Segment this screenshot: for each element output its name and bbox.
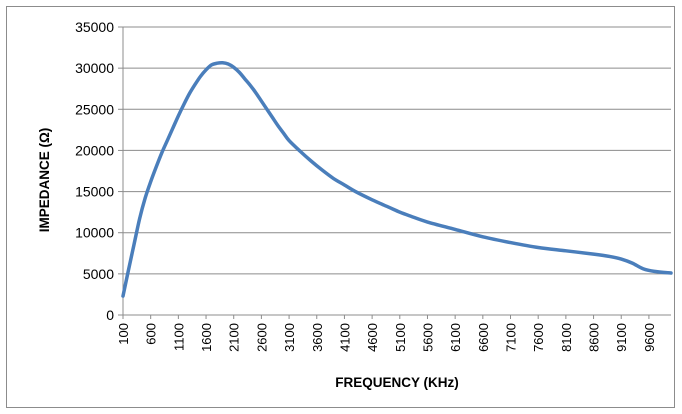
y-tick-label-6: 30000 bbox=[75, 60, 114, 76]
y-tick-label-1: 5000 bbox=[83, 266, 114, 282]
series-layer bbox=[121, 61, 673, 298]
x-tick-label-13: 6600 bbox=[476, 323, 491, 352]
y-tick-label-7: 35000 bbox=[75, 19, 114, 35]
x-tick-label-10: 5100 bbox=[393, 323, 408, 352]
x-tick-label-5: 2600 bbox=[254, 323, 269, 352]
y-tick-label-4: 20000 bbox=[75, 142, 114, 158]
y-tick-label-0: 0 bbox=[106, 307, 114, 323]
x-tick-label-19: 9600 bbox=[642, 323, 657, 352]
y-tick-label-2: 10000 bbox=[75, 225, 114, 241]
gridlines bbox=[123, 26, 671, 275]
x-tick-label-12: 6100 bbox=[448, 323, 463, 352]
x-tick-label-2: 1100 bbox=[171, 323, 186, 351]
x-tick-label-8: 4100 bbox=[337, 323, 352, 352]
x-tick-label-3: 1600 bbox=[199, 323, 214, 352]
y-axis-ticks: 0 5000 10000 15000 20000 25000 30000 35000 bbox=[75, 19, 114, 323]
chart-frame bbox=[6, 6, 675, 408]
x-tick-label-0: 100 bbox=[116, 323, 131, 345]
x-tick-label-15: 7600 bbox=[531, 323, 546, 352]
x-axis-title: FREQUENCY (KHz) bbox=[335, 375, 459, 390]
x-tick-label-4: 2100 bbox=[227, 323, 242, 352]
x-tick-label-17: 8600 bbox=[587, 323, 602, 352]
x-tick-label-9: 4600 bbox=[365, 323, 380, 352]
y-axis-title: IMPEDANCE (Ω) bbox=[37, 128, 52, 233]
x-tick-label-6: 3100 bbox=[282, 323, 297, 352]
x-tick-label-18: 9100 bbox=[614, 323, 629, 352]
series-line-0 bbox=[121, 61, 673, 298]
axes bbox=[118, 26, 671, 319]
x-tick-label-14: 7100 bbox=[504, 323, 519, 352]
x-tick-label-16: 8100 bbox=[559, 323, 574, 352]
y-tick-label-3: 15000 bbox=[75, 184, 114, 200]
x-tick-label-7: 3600 bbox=[310, 323, 325, 352]
x-axis-ticks: 100 600 1100 1600 2100 2600 3100 3600 4100 4600 51… bbox=[116, 323, 657, 352]
x-tick-label-11: 5600 bbox=[420, 323, 435, 352]
y-tick-label-5: 25000 bbox=[75, 101, 114, 117]
x-tick-label-1: 600 bbox=[144, 323, 159, 345]
